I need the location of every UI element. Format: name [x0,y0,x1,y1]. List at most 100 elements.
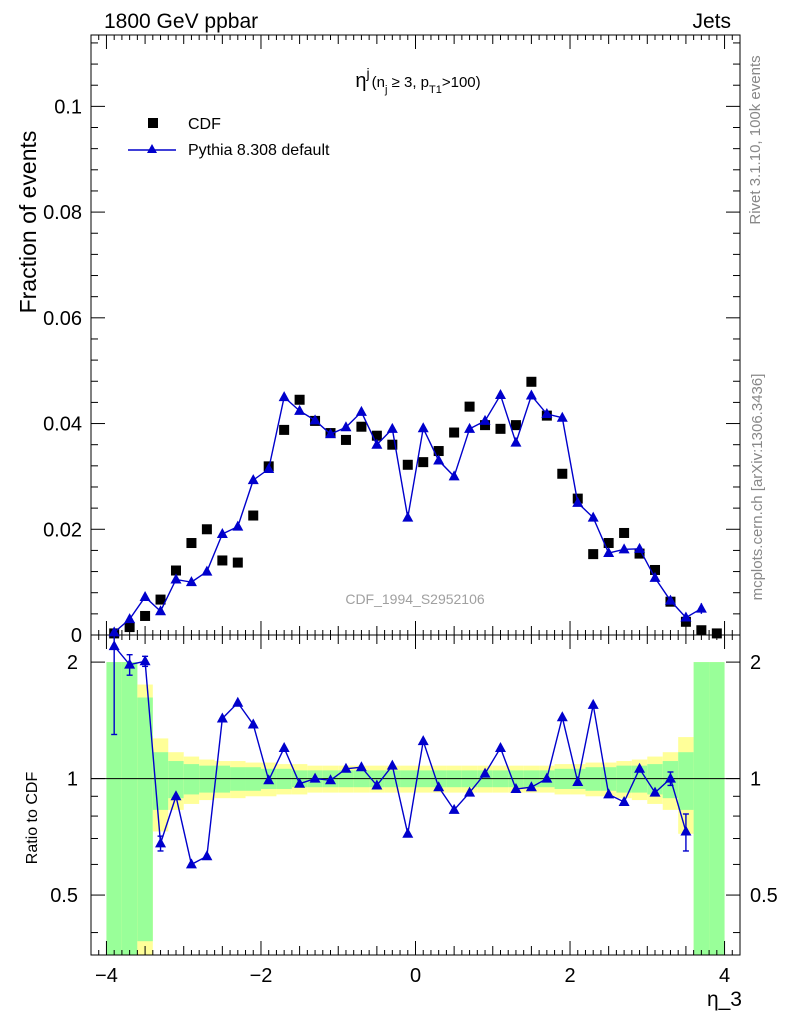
header-left: 1800 GeV ppbar [104,10,258,33]
y-tick-label-ratio-right: 1 [750,769,761,791]
pythia-data-point [124,613,136,624]
band-inner-bin [183,764,200,795]
cdf-data-point [402,459,413,470]
pythia-data-point [340,421,352,432]
main-y-axis-label: Fraction of events [15,131,41,314]
x-tick-label: 2 [564,965,575,987]
ratio-data-point [603,788,615,799]
pythia-data-point [355,405,367,416]
ratio-data-point [371,779,383,790]
legend: CDF Pythia 8.308 default [128,116,330,159]
band-inner-bin [106,662,122,955]
ratio-data-point [386,759,398,770]
cdf-data-point [619,527,630,538]
pythia-data-point [556,411,568,422]
ratio-data-point [649,786,661,797]
plot-frames [90,34,741,956]
ratio-data-point [572,775,584,786]
pythia-data-point [479,414,491,425]
cdf-data-point [449,427,460,438]
pythia-data-point [278,391,290,402]
x-tick-label: 4 [719,965,730,987]
ratio-data-point [108,640,120,651]
cdf-data-point [186,538,197,549]
legend-cdf-label: CDF [188,116,221,133]
ratio-data-point [479,767,491,778]
ratio-data-point [402,827,414,838]
ratio-data-point [417,735,429,746]
cdf-data-point [340,434,351,445]
pythia-data-point [603,547,615,558]
ratio-data-point [634,762,646,773]
cdf-data-point [588,549,599,560]
watermark-label: CDF_1994_S2952106 [345,591,485,607]
ratio-data-point [448,803,460,814]
cdf-data-point [603,538,614,549]
x-tick-label: 0 [410,965,421,987]
ratio-data-point [263,774,275,785]
cdf-data-point [650,564,661,575]
legend-cdf-marker [148,118,158,128]
pythia-data-point [525,389,537,400]
ratio-data-point [340,762,352,773]
cdf-data-point [495,423,506,434]
ratio-data-point [556,711,568,722]
cdf-data-point [680,616,691,627]
cdf-data-point [170,565,181,576]
cdf-data-point [557,468,568,479]
pythia-data-point [325,428,337,439]
band-inner-bin [137,697,153,942]
pythia-data-point [371,438,383,449]
y-tick-label-main: 0.1 [54,96,82,118]
y-tick-label-ratio: 2 [67,652,78,674]
ratio-data-point [325,774,337,785]
pythia-data-point [201,565,213,576]
cdf-data-point [696,625,707,636]
band-inner-bin [199,765,215,793]
pythia-data-point [108,626,120,637]
ratio-data-point [201,850,213,861]
header-right: Jets [692,10,731,33]
cdf-data-point [217,555,228,566]
cdf-data-point [371,430,382,441]
cdf-data-point [248,510,259,521]
ratio-uncertainty-bands [106,662,725,955]
pythia-data-point [695,602,707,613]
ratio-data-point [124,658,136,669]
cdf-data-point [279,424,290,435]
ratio-data-point [232,696,244,707]
band-inner-bin [121,662,138,955]
pythia-data-point [232,520,244,531]
x-tick-label: −4 [95,965,118,987]
axis-ticks: −4 −2 0 2 4 0 0.02 0.04 0.06 0.08 0.1 0.5 0.5 1 1 2 2 [43,35,778,987]
ratio-data-point [525,781,537,792]
ratio-data-point [139,655,151,666]
y-tick-label-ratio: 1 [67,769,78,791]
ratio-y-axis-label: Ratio to CDF [24,772,41,865]
cdf-data-point [464,401,475,412]
cdf-data-point [480,420,491,431]
ratio-data-point [433,781,445,792]
ratio-data-point [587,698,599,709]
pythia-data-point [634,542,646,553]
pythia-data-point [170,573,182,584]
ratio-data-point [494,741,506,752]
pythia-data-point [510,436,522,447]
data-series [108,376,722,869]
ratio-line [113,645,687,866]
ratio-data-point [185,858,197,869]
pythia-data-point [155,605,167,616]
band-inner-bin [168,761,184,799]
y-tick-label-ratio-right: 2 [750,652,761,674]
pythia-data-point [680,611,692,622]
cdf-data-point [356,421,367,432]
y-tick-label-main: 0.04 [43,414,82,436]
cdf-data-point [140,610,151,621]
band-inner-bin [678,752,694,810]
pythia-data-point [309,414,321,425]
ratio-data-point [355,761,367,772]
pythia-data-point [433,454,445,465]
y-tick-label-main: 0.02 [43,519,82,541]
cdf-data-point [201,524,212,535]
